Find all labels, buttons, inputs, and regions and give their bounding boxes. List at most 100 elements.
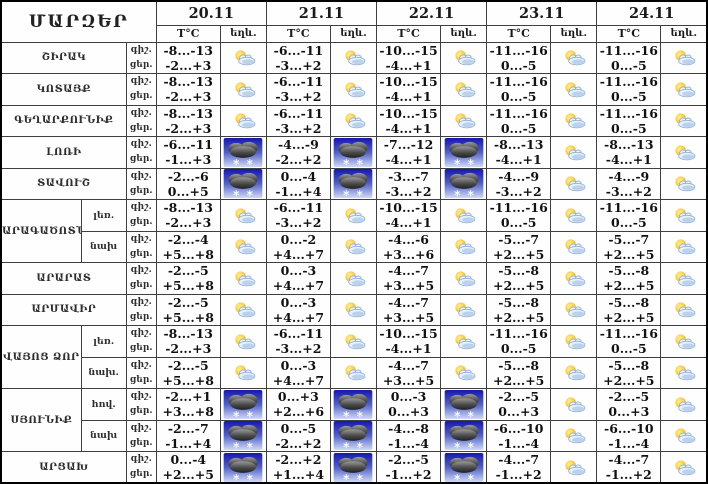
temperature-cell: -11...-16 0...-5 (596, 41, 662, 74)
night-day-labels: գիշ. ցեր. (125, 356, 157, 389)
weather-cell (329, 388, 378, 421)
night-temp: -5...-8 (498, 294, 540, 310)
weather-cell (219, 41, 267, 74)
weather-cell (550, 230, 598, 263)
day-temp: -3...+2 (385, 183, 432, 199)
temperature-cell: -11...-16 0...-5 (596, 73, 662, 106)
zone-sublabel: լեռ. (80, 325, 127, 358)
day-temp: +1...+4 (272, 467, 325, 482)
temperature-cell: -6...-11 -1...+3 (155, 136, 221, 169)
night-temp: -2...-5 (388, 452, 429, 467)
day-temp: +3...+5 (382, 309, 435, 325)
snow-cloud-icon (221, 137, 265, 167)
forecast-row: ԱՐԱԳԱԾՈՏՆ լեռ. գիշ. ցեր. -8...-13 -2...+3 -6.… (0, 199, 708, 263)
night-temp: -10...-15 (379, 74, 438, 90)
partly-cloudy-icon (331, 301, 375, 318)
partly-cloudy-icon (442, 207, 486, 224)
forecast-row: ԱՐԱՐԱՏ գիշ. ցեր. -2...-5 +5...+8 0...-3 +4...… (0, 262, 708, 295)
region-name: ԿՈՏԱՅՔ (0, 73, 127, 106)
partly-cloudy-icon (552, 301, 596, 318)
temperature-cell: -11...-16 0...-5 (596, 104, 662, 137)
night-temp: -4...-6 (388, 231, 429, 247)
weather-cell (660, 451, 708, 484)
weather-cell (550, 136, 598, 169)
partly-cloudy-icon (442, 81, 486, 98)
temp-header: T°C (596, 24, 662, 43)
region-name: ՎԱՅՈՑ ՁՈՐ (0, 325, 82, 389)
forecast-row: ԱՐՑԱԽ գիշ. ցեր. 0...-4 +2...+5 (0, 451, 708, 484)
temperature-cell: -8...-13 -4...+1 (596, 136, 662, 169)
weather-header: եղև. (440, 24, 488, 43)
night-temp: -4...-7 (388, 294, 429, 310)
day-label: ցեր. (129, 91, 153, 102)
weather-cell (329, 325, 378, 358)
night-temp: -11...-16 (599, 42, 658, 58)
temperature-cell: -8...-13 -4...+1 (486, 136, 552, 169)
night-label: գիշ. (130, 76, 152, 87)
temperature-cell: -4...-7 -1...+2 (486, 451, 552, 484)
snow-cloud-icon (331, 421, 375, 451)
night-label: գիշ. (130, 202, 152, 213)
partly-cloudy-icon (552, 364, 596, 381)
day-temp: +2...+5 (492, 278, 545, 294)
partly-cloudy-icon (552, 459, 596, 476)
partly-cloudy-icon (221, 238, 265, 255)
night-day-labels: գիշ. ցեր. (125, 388, 157, 421)
day-label: ցեր. (129, 185, 153, 196)
temperature-cell: -5...-8 +2...+5 (486, 293, 552, 326)
night-temp: 0...-3 (390, 389, 427, 405)
night-day-labels: գիշ. ցեր. (125, 104, 157, 137)
day-temp: -1...+2 (385, 467, 432, 482)
day-temp: +2...+5 (492, 246, 545, 262)
day-temp: -2...+2 (275, 435, 322, 451)
night-temp: -8...-13 (163, 74, 214, 90)
temperature-cell: -8...-13 -2...+3 (155, 199, 221, 232)
partly-cloudy-icon (662, 112, 706, 129)
forecast-row: ՇԻՐԱԿ գիշ. ցեր. -8...-13 -2...+3 -6...-11 -3.… (0, 41, 708, 74)
temperature-cell: -5...-7 +2...+5 (596, 230, 662, 263)
night-day-labels: գիշ. ցեր. (125, 230, 157, 263)
dates-row: ՄԱՐԶԵՐ 20.11 21.11 22.11 23.11 24.11 (0, 0, 708, 43)
temperature-cell: 0...-4 -1...+4 (265, 167, 331, 200)
weather-cell (329, 419, 378, 452)
temperature-cell: -5...-8 +2...+5 (486, 262, 552, 295)
partly-cloudy-icon (331, 333, 375, 350)
partly-cloudy-icon (221, 81, 265, 98)
partly-cloudy-icon (331, 238, 375, 255)
night-day-labels: գիշ. ցեր. (125, 262, 157, 295)
partly-cloudy-icon (662, 396, 706, 413)
day-label: ցեր. (129, 59, 153, 70)
forecast-row: ԳԵՂԱՐՔՈՒՆԻՔ գիշ. ցեր. -8...-13 -2...+3 -6...… (0, 104, 708, 137)
temperature-cell: -4...-7 +3...+5 (375, 356, 442, 389)
night-temp: -11...-16 (489, 105, 548, 121)
weather-cell (550, 199, 598, 232)
weather-cell (440, 356, 488, 389)
snow-cloud-icon (442, 169, 486, 199)
date-header-5: 24.11 (596, 0, 708, 26)
day-temp: -2...+3 (165, 215, 212, 231)
night-temp: 0...-4 (170, 452, 207, 467)
day-temp: -2...+3 (165, 120, 212, 136)
night-temp: -2...-7 (167, 420, 209, 436)
partly-cloudy-icon (331, 364, 375, 381)
region-name: ԼՈՌԻ (0, 136, 127, 169)
temperature-cell: -4...-7 +3...+5 (375, 293, 442, 326)
partly-cloudy-icon (662, 364, 706, 381)
temperature-cell: -2...-6 0...+5 (155, 167, 221, 200)
zone-sublabel: նախ. (80, 356, 127, 389)
day-temp: +3...+5 (382, 278, 435, 294)
weather-cell (219, 356, 267, 389)
temperature-cell: -10...-15 -4...+1 (375, 199, 442, 232)
night-temp: -11...-16 (489, 42, 548, 58)
forecast-row: նախ. գիշ. ցեր. -2...-5 +5...+8 0...-3 +4...+7 (1, 356, 708, 389)
day-temp: -4...+1 (385, 215, 432, 231)
temperature-cell: -6...-11 -3...+2 (265, 199, 331, 232)
day-temp: +4...+7 (272, 246, 325, 262)
night-label: գիշ. (130, 265, 152, 276)
weather-cell (660, 104, 708, 137)
weather-cell (219, 199, 267, 232)
day-temp: +5...+8 (162, 246, 214, 262)
partly-cloudy-icon (552, 207, 596, 224)
day-label: ցեր. (129, 406, 153, 417)
night-temp: -11...-16 (599, 326, 658, 342)
